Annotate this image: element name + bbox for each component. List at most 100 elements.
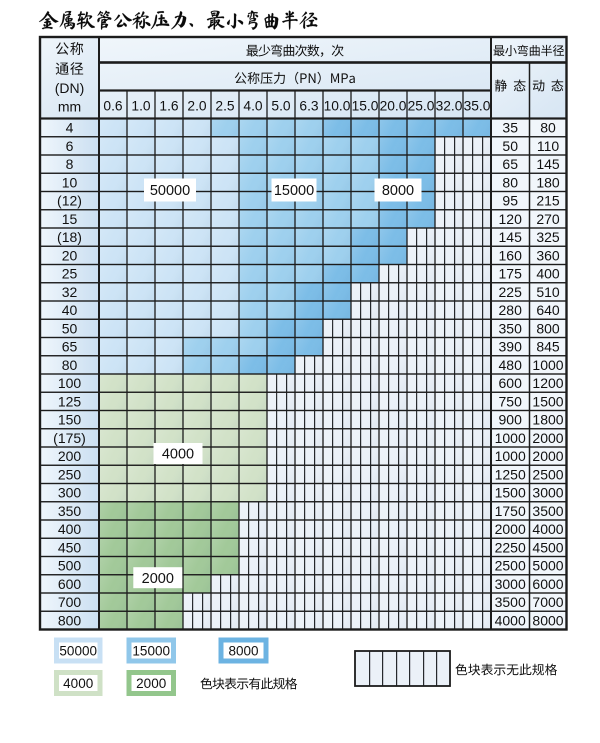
svg-text:(12): (12) bbox=[57, 193, 82, 209]
svg-text:300: 300 bbox=[58, 485, 82, 501]
svg-text:80: 80 bbox=[62, 357, 78, 373]
svg-text:4000: 4000 bbox=[162, 447, 194, 463]
svg-text:480: 480 bbox=[499, 357, 523, 373]
svg-text:800: 800 bbox=[58, 612, 82, 628]
svg-text:5.0: 5.0 bbox=[271, 99, 291, 114]
svg-text:0.6: 0.6 bbox=[103, 99, 123, 114]
svg-text:200: 200 bbox=[58, 448, 82, 464]
svg-text:500: 500 bbox=[58, 558, 82, 574]
svg-text:1.6: 1.6 bbox=[159, 99, 179, 114]
svg-text:8: 8 bbox=[66, 156, 74, 172]
svg-text:120: 120 bbox=[499, 211, 523, 227]
svg-text:1000: 1000 bbox=[495, 430, 526, 446]
svg-text:32.0: 32.0 bbox=[436, 99, 463, 114]
svg-text:65: 65 bbox=[62, 339, 78, 355]
svg-text:2500: 2500 bbox=[532, 466, 563, 482]
svg-text:8000: 8000 bbox=[382, 183, 414, 199]
svg-text:125: 125 bbox=[58, 393, 82, 409]
svg-text:7000: 7000 bbox=[532, 594, 563, 610]
svg-text:1.0: 1.0 bbox=[131, 99, 151, 114]
svg-text:1500: 1500 bbox=[532, 393, 563, 409]
svg-text:175: 175 bbox=[499, 266, 523, 282]
svg-text:2250: 2250 bbox=[495, 539, 526, 555]
svg-text:50: 50 bbox=[62, 320, 78, 336]
svg-text:270: 270 bbox=[536, 211, 560, 227]
svg-text:360: 360 bbox=[536, 247, 560, 263]
svg-text:900: 900 bbox=[499, 412, 523, 428]
svg-text:15000: 15000 bbox=[132, 643, 170, 658]
svg-text:6000: 6000 bbox=[532, 576, 563, 592]
svg-text:510: 510 bbox=[536, 284, 560, 300]
svg-text:350: 350 bbox=[499, 320, 523, 336]
svg-text:640: 640 bbox=[536, 302, 560, 318]
svg-text:15000: 15000 bbox=[274, 183, 314, 199]
svg-text:mm: mm bbox=[58, 99, 81, 115]
svg-text:1800: 1800 bbox=[532, 412, 563, 428]
svg-text:150: 150 bbox=[58, 412, 82, 428]
svg-text:25.0: 25.0 bbox=[408, 99, 435, 114]
svg-text:2000: 2000 bbox=[495, 521, 526, 537]
svg-text:250: 250 bbox=[58, 466, 82, 482]
svg-text:145: 145 bbox=[536, 156, 560, 172]
svg-text:95: 95 bbox=[502, 193, 518, 209]
svg-text:25: 25 bbox=[62, 266, 78, 282]
svg-text:4000: 4000 bbox=[495, 612, 526, 628]
svg-text:350: 350 bbox=[58, 503, 82, 519]
svg-text:(DN): (DN) bbox=[55, 80, 85, 96]
svg-text:50000: 50000 bbox=[59, 643, 97, 658]
svg-text:160: 160 bbox=[499, 247, 523, 263]
svg-text:845: 845 bbox=[536, 339, 560, 355]
svg-text:600: 600 bbox=[499, 375, 523, 391]
svg-text:32: 32 bbox=[62, 284, 78, 300]
svg-text:35.0: 35.0 bbox=[464, 99, 491, 114]
svg-text:800: 800 bbox=[536, 320, 560, 336]
svg-text:700: 700 bbox=[58, 594, 82, 610]
svg-text:5000: 5000 bbox=[532, 558, 563, 574]
svg-text:6: 6 bbox=[66, 138, 74, 154]
svg-text:20.0: 20.0 bbox=[380, 99, 407, 114]
svg-text:1250: 1250 bbox=[495, 466, 526, 482]
svg-text:6.3: 6.3 bbox=[299, 99, 319, 114]
svg-text:15: 15 bbox=[62, 211, 78, 227]
svg-text:2500: 2500 bbox=[495, 558, 526, 574]
svg-text:390: 390 bbox=[499, 339, 523, 355]
svg-text:80: 80 bbox=[540, 120, 556, 136]
svg-text:4500: 4500 bbox=[532, 539, 563, 555]
svg-text:750: 750 bbox=[499, 393, 523, 409]
svg-text:10.0: 10.0 bbox=[324, 99, 351, 114]
svg-text:3500: 3500 bbox=[495, 594, 526, 610]
svg-text:20: 20 bbox=[62, 247, 78, 263]
svg-text:65: 65 bbox=[502, 156, 518, 172]
svg-text:4000: 4000 bbox=[532, 521, 563, 537]
svg-text:80: 80 bbox=[502, 174, 518, 190]
svg-text:400: 400 bbox=[536, 266, 560, 282]
svg-text:1500: 1500 bbox=[495, 485, 526, 501]
svg-text:2000: 2000 bbox=[532, 430, 563, 446]
svg-text:8000: 8000 bbox=[532, 612, 563, 628]
svg-text:1750: 1750 bbox=[495, 503, 526, 519]
svg-text:600: 600 bbox=[58, 576, 82, 592]
svg-text:2.5: 2.5 bbox=[215, 99, 235, 114]
svg-text:2000: 2000 bbox=[142, 571, 174, 587]
svg-text:3500: 3500 bbox=[532, 503, 563, 519]
svg-text:1200: 1200 bbox=[532, 375, 563, 391]
svg-text:215: 215 bbox=[536, 193, 560, 209]
svg-text:4.0: 4.0 bbox=[243, 99, 263, 114]
svg-text:180: 180 bbox=[536, 174, 560, 190]
svg-text:40: 40 bbox=[62, 302, 78, 318]
svg-text:3000: 3000 bbox=[495, 576, 526, 592]
svg-text:(18): (18) bbox=[57, 229, 82, 245]
svg-text:400: 400 bbox=[58, 521, 82, 537]
svg-text:8000: 8000 bbox=[228, 643, 258, 658]
svg-text:145: 145 bbox=[499, 229, 523, 245]
svg-text:50: 50 bbox=[502, 138, 518, 154]
svg-text:4: 4 bbox=[66, 120, 74, 136]
svg-text:10: 10 bbox=[62, 174, 78, 190]
svg-text:280: 280 bbox=[499, 302, 523, 318]
svg-text:2000: 2000 bbox=[136, 676, 166, 691]
svg-text:4000: 4000 bbox=[63, 676, 93, 691]
svg-text:450: 450 bbox=[58, 539, 82, 555]
svg-text:50000: 50000 bbox=[150, 183, 190, 199]
svg-text:225: 225 bbox=[499, 284, 523, 300]
svg-text:100: 100 bbox=[58, 375, 82, 391]
